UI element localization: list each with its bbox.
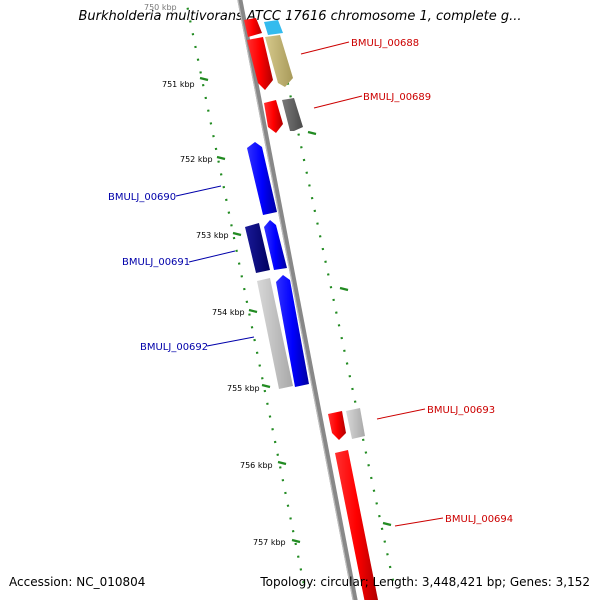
scale-label-753-kbp: 753 kbp (196, 231, 229, 240)
gene-bmulj-00691-arrow[interactable] (245, 223, 270, 273)
gene-label-bmulj-00690[interactable]: BMULJ_00690 (108, 192, 176, 203)
label-leader-00693 (376, 408, 426, 420)
scale-label-757-kbp: 757 kbp (253, 538, 286, 547)
gene-blue-mid-arrow[interactable] (264, 220, 287, 270)
gene-red-top-arrow[interactable] (244, 18, 262, 37)
label-leader-00689 (313, 95, 363, 109)
scale-label-751-kbp: 751 kbp (162, 80, 195, 89)
gene-bmulj-00692-arrow[interactable] (257, 278, 293, 389)
scale-label-755-kbp: 755 kbp (227, 384, 260, 393)
accession-label: Accession: NC_010804 (9, 575, 146, 589)
label-leader-00690 (175, 185, 222, 197)
gene-bmulj-00690-arrow[interactable] (247, 142, 277, 215)
gene-label-bmulj-00689[interactable]: BMULJ_00689 (363, 92, 431, 103)
feature-grey-small-arrow[interactable] (346, 408, 365, 439)
scale-label-756-kbp: 756 kbp (240, 461, 273, 470)
gene-bmulj-00693-arrow[interactable] (328, 411, 346, 440)
gene-bmulj-00688-arrow[interactable] (247, 37, 273, 90)
scale-label-754-kbp: 754 kbp (212, 308, 245, 317)
gene-label-bmulj-00694[interactable]: BMULJ_00694 (445, 514, 513, 525)
gene-bmulj-00694-arrow[interactable] (335, 450, 378, 600)
label-leader-00691 (188, 250, 236, 263)
scale-label-750-kbp: 750 kbp (144, 3, 177, 12)
gene-bmulj-00689-arrow[interactable] (264, 100, 283, 133)
gc-content-track-inner (283, 69, 397, 591)
gc-skew-marks (199, 76, 392, 544)
feature-dark-grey-arrow[interactable] (282, 98, 303, 131)
gene-label-bmulj-00688[interactable]: BMULJ_00688 (351, 38, 419, 49)
gene-label-bmulj-00691[interactable]: BMULJ_00691 (122, 257, 190, 268)
genome-summary: Topology: circular; Length: 3,448,421 bp… (260, 575, 590, 589)
label-leader-00692 (206, 336, 255, 347)
gene-blue-long-arrow[interactable] (276, 275, 309, 387)
map-title: Burkholderia multivorans ATCC 17616 chro… (78, 9, 522, 24)
label-leader-00688 (300, 41, 350, 55)
label-leader-00694 (394, 517, 444, 527)
scale-label-752-kbp: 752 kbp (180, 155, 213, 164)
feature-cyan-arrow[interactable] (264, 20, 283, 35)
feature-khaki-arrow[interactable] (265, 35, 293, 87)
gene-label-bmulj-00693[interactable]: BMULJ_00693 (427, 405, 495, 416)
gene-label-bmulj-00692[interactable]: BMULJ_00692 (140, 342, 208, 353)
chromosome-backbone (237, 0, 358, 600)
